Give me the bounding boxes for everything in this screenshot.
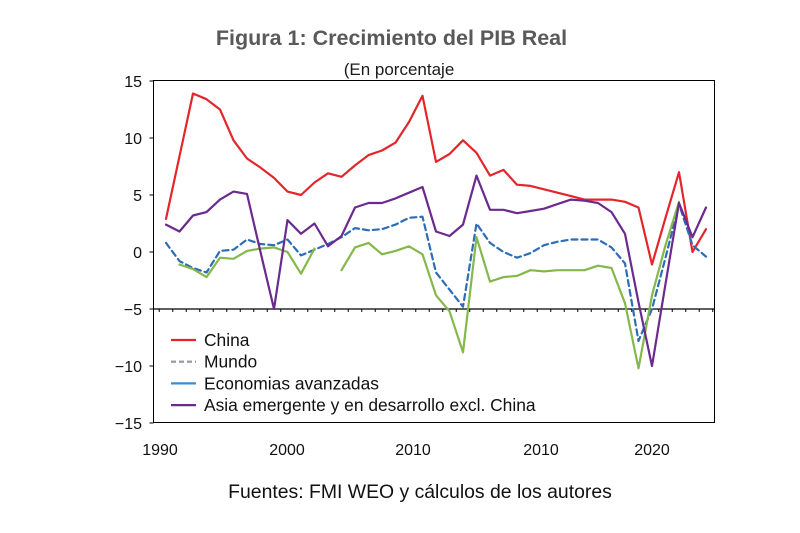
- y-tick-label: −10: [115, 359, 142, 376]
- x-tick-label: 2010: [395, 442, 431, 459]
- y-tick-label: 10: [124, 131, 142, 148]
- y-tick-label: −5: [124, 302, 142, 319]
- chart-subtitle: (En porcentaje: [344, 60, 455, 79]
- x-tick-label: 1990: [142, 442, 178, 459]
- x-tick-label: 2010: [523, 442, 559, 459]
- legend-entry: Economias avanzadas: [171, 373, 379, 393]
- legend-entry: China: [171, 330, 250, 350]
- y-axis: 15 10 5 0 −5 −10 −15: [115, 74, 154, 433]
- series-line-mundo: [164, 203, 708, 342]
- y-tick-label: 5: [133, 188, 142, 205]
- series-line-asia-emergente-y-en-desarrollo-excl-china: [164, 174, 708, 368]
- legend-label: Economias avanzadas: [204, 373, 379, 393]
- series-line-china: [164, 92, 708, 266]
- legend-entry: Asia emergente y en desarrollo excl. Chi…: [171, 395, 536, 415]
- x-axis: 1990 2000 2010 2010 2020: [142, 308, 715, 459]
- legend-label: China: [204, 330, 250, 350]
- y-tick-label: 0: [133, 245, 142, 262]
- legend-label: Mundo: [204, 352, 257, 372]
- legend-entry: Mundo: [171, 352, 257, 372]
- y-tick-label: −15: [115, 416, 142, 433]
- chart-title: Figura 1: Crecimiento del PIB Real: [216, 26, 567, 50]
- series-layer: [164, 92, 708, 370]
- x-tick-label: 2020: [634, 442, 670, 459]
- legend-label: Asia emergente y en desarrollo excl. Chi…: [204, 395, 536, 415]
- series-line-economias-avanzadas: [178, 200, 681, 370]
- source-note: Fuentes: FMI WEO y cálculos de los autor…: [228, 481, 612, 503]
- y-tick-label: 15: [124, 74, 142, 91]
- x-tick-label: 2000: [269, 442, 305, 459]
